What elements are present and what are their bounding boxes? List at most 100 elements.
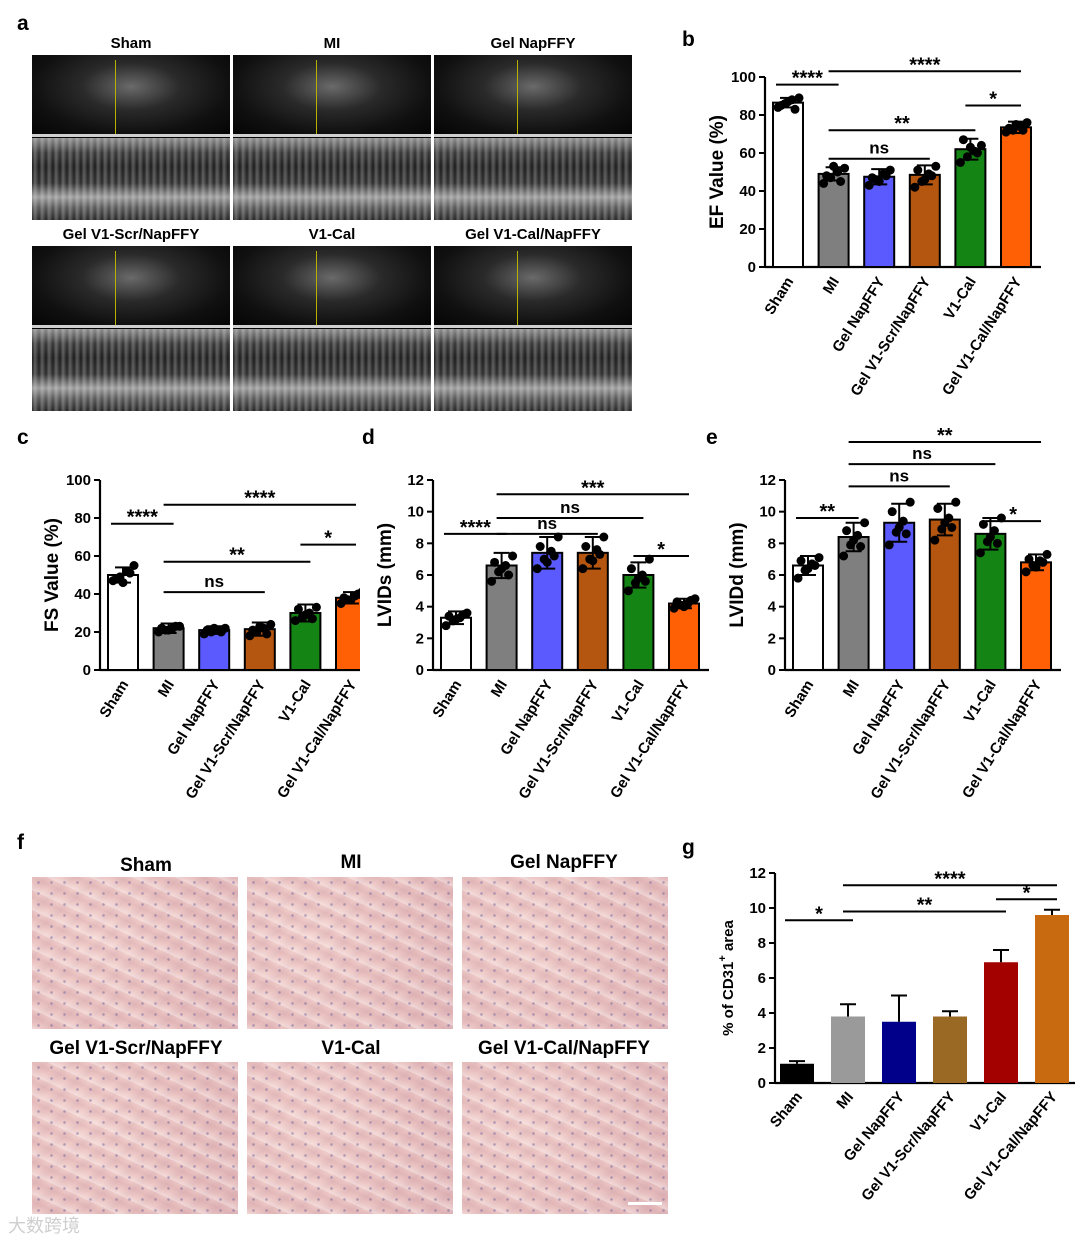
data-point-sham bbox=[111, 574, 121, 584]
data-point-gel-napffy bbox=[867, 173, 877, 183]
data-point-gel-v1-scr-napffy bbox=[913, 165, 923, 175]
data-point-gel-v1-cal-napffy bbox=[1031, 562, 1041, 572]
y-tick-label: 0 bbox=[83, 662, 91, 679]
data-point-gel-v1-cal-napffy bbox=[339, 593, 349, 603]
echo-image-gel-v1-scr bbox=[32, 246, 230, 411]
bar-sham bbox=[772, 101, 804, 269]
bar-sham bbox=[107, 574, 139, 671]
y-tick-label: 40 bbox=[74, 586, 91, 603]
data-point-gel-v1-scr-napffy bbox=[588, 556, 598, 566]
data-point-gel-v1-scr-napffy bbox=[266, 619, 276, 629]
data-point-mi bbox=[842, 526, 852, 536]
bar-gel-v1-cal-napffy bbox=[668, 602, 700, 671]
data-point-sham bbox=[794, 93, 804, 103]
data-point-v1-cal bbox=[972, 148, 982, 158]
data-point-gel-v1-cal-napffy bbox=[1042, 549, 1052, 559]
significance-label: *** bbox=[581, 477, 605, 499]
x-tick-label-sham: Sham bbox=[767, 1089, 806, 1131]
y-tick-label: 20 bbox=[739, 221, 756, 238]
y-tick-label: 10 bbox=[759, 504, 776, 521]
panel-letter-c: c bbox=[17, 426, 29, 449]
data-point-gel-napffy bbox=[532, 564, 542, 574]
panel-letter-g: g bbox=[682, 836, 695, 859]
data-point-v1-cal bbox=[962, 152, 972, 162]
x-tick-label-mi: MI bbox=[155, 677, 178, 700]
significance-label: * bbox=[657, 539, 665, 561]
data-point-mi bbox=[508, 551, 518, 561]
y-tick-label: 80 bbox=[74, 510, 91, 527]
y-tick-label: 10 bbox=[749, 900, 766, 917]
data-point-v1-cal bbox=[955, 158, 965, 167]
data-point-mi bbox=[819, 178, 829, 188]
y-tick-label: 40 bbox=[739, 183, 756, 200]
y-tick-label: 60 bbox=[74, 548, 91, 565]
data-point-gel-v1-scr-napffy bbox=[248, 625, 258, 635]
data-point-gel-v1-cal-napffy bbox=[686, 595, 696, 605]
data-point-gel-napffy bbox=[894, 523, 904, 532]
significance-label: ** bbox=[894, 113, 910, 135]
x-tick-label-mi: MI bbox=[840, 677, 863, 700]
data-point-mi bbox=[839, 551, 849, 561]
data-point-gel-v1-scr-napffy bbox=[599, 532, 609, 542]
data-point-v1-cal bbox=[290, 616, 300, 626]
significance-label: * bbox=[989, 89, 997, 111]
significance-label: **** bbox=[934, 868, 965, 890]
bar-v1-cal bbox=[984, 962, 1018, 1083]
y-tick-label: 12 bbox=[407, 472, 424, 489]
data-point-mi bbox=[504, 570, 514, 580]
data-point-mi bbox=[490, 557, 500, 567]
y-tick-label: 6 bbox=[758, 970, 766, 987]
significance-label: * bbox=[1009, 504, 1017, 526]
data-point-sham bbox=[458, 610, 468, 620]
significance-label: * bbox=[324, 528, 332, 550]
histo-title-gel-v1-cal: Gel V1-Cal/NapFFY bbox=[477, 1038, 651, 1059]
echo-title-mi: MI bbox=[323, 35, 341, 52]
data-point-gel-v1-scr-napffy bbox=[940, 518, 950, 528]
y-tick-label: 4 bbox=[758, 1005, 767, 1022]
y-tick-label: 8 bbox=[758, 935, 766, 952]
data-point-mi bbox=[171, 621, 181, 631]
data-point-v1-cal bbox=[975, 548, 985, 558]
x-tick-label-gel-v1-cal-napffy: Gel V1-Cal/NapFFY bbox=[959, 677, 1045, 801]
bar-sham bbox=[780, 1063, 814, 1083]
bar-gel-v1-cal-napffy bbox=[1020, 561, 1052, 671]
data-point-v1-cal bbox=[976, 140, 986, 150]
y-tick-label: 100 bbox=[66, 472, 91, 489]
data-point-v1-cal bbox=[633, 573, 643, 583]
data-point-v1-cal bbox=[626, 564, 636, 574]
data-point-gel-v1-cal-napffy bbox=[679, 602, 689, 612]
data-point-v1-cal bbox=[623, 586, 633, 596]
data-point-gel-v1-scr-napffy bbox=[910, 182, 920, 192]
data-point-v1-cal bbox=[985, 532, 995, 542]
y-tick-label: 8 bbox=[416, 535, 424, 552]
x-tick-label-gel-v1-scr-napffy: Gel V1-Scr/NapFFY bbox=[867, 677, 954, 802]
y-axis-label: LVIDd (mm) bbox=[727, 522, 748, 627]
data-point-v1-cal bbox=[293, 604, 303, 614]
data-point-sham bbox=[451, 614, 461, 624]
data-point-gel-v1-scr-napffy bbox=[920, 175, 930, 185]
scale-bar bbox=[628, 1202, 662, 1205]
data-point-mi bbox=[860, 518, 870, 528]
echo-image-v1-cal bbox=[233, 246, 431, 411]
x-tick-label-v1-cal: V1-Cal bbox=[609, 677, 648, 726]
data-point-v1-cal bbox=[307, 614, 317, 624]
data-point-gel-v1-cal-napffy bbox=[1021, 567, 1031, 577]
bar-gel-v1-scr-napffy bbox=[933, 1016, 967, 1083]
data-point-gel-v1-scr-napffy bbox=[578, 564, 588, 574]
x-tick-label-gel-v1-cal-napffy: Gel V1-Cal/NapFFY bbox=[607, 677, 693, 801]
echo-title-v1-cal: V1-Cal bbox=[308, 226, 356, 243]
y-tick-label: 6 bbox=[416, 567, 424, 584]
y-tick-label: 80 bbox=[739, 107, 756, 124]
y-tick-label: 20 bbox=[74, 624, 91, 641]
y-axis-label: FS Value (%) bbox=[42, 518, 63, 632]
y-tick-label: 0 bbox=[768, 662, 776, 679]
data-point-sham bbox=[796, 556, 806, 566]
y-tick-label: 2 bbox=[768, 630, 776, 647]
x-tick-label-mi: MI bbox=[820, 274, 843, 297]
data-point-gel-napffy bbox=[901, 529, 911, 539]
